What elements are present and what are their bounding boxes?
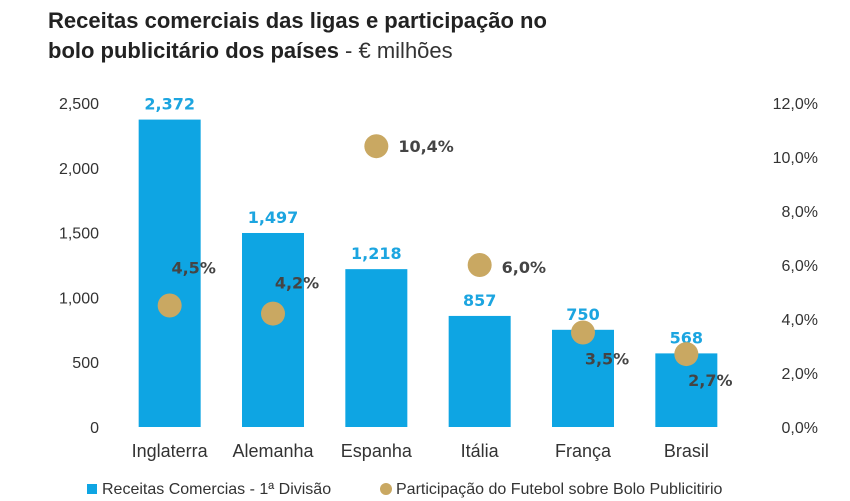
dot-value-label: 6,0% [502, 258, 546, 277]
x-axis: Inglaterra Alemanha Espanha Itália França Bra… [132, 441, 709, 461]
y-right-tick-label: 2,0% [782, 366, 818, 383]
bar [138, 119, 201, 427]
y-right-tick-label: 6,0% [782, 258, 818, 275]
category-label: Alemanha [232, 441, 314, 461]
dot-series: 4,5% 4,2% 10,4% 6,0% 3,5% 2,7% [157, 134, 733, 390]
bar [552, 329, 614, 427]
dot-value-label: 4,2% [275, 274, 319, 293]
dot [364, 134, 389, 159]
bar-value-label: 750 [566, 305, 599, 324]
y-right-tick-label: 12,0% [773, 96, 818, 113]
bar [242, 232, 304, 427]
y-right-tick-label: 8,0% [782, 204, 818, 221]
y-left-axis: 0 500 1,000 1,500 2,000 2,500 [59, 96, 99, 437]
dot [571, 320, 595, 345]
legend-bar-swatch [87, 484, 97, 494]
bar-value-label: 568 [670, 328, 703, 347]
dot [674, 342, 699, 367]
y-right-tick-label: 0,0% [782, 420, 818, 437]
bar [448, 315, 511, 427]
dot-value-label: 2,7% [688, 371, 732, 390]
legend-bar-label: Receitas Comercias - 1ª Divisão [102, 481, 331, 498]
bar-value-label: 2,372 [144, 95, 195, 114]
dot [467, 253, 492, 277]
y-left-tick-label: 500 [72, 355, 99, 372]
y-right-tick-label: 10,0% [773, 150, 818, 167]
y-left-tick-label: 2,000 [59, 161, 99, 178]
category-label: Espanha [341, 441, 413, 461]
bar [345, 269, 408, 427]
dot-value-label: 3,5% [585, 350, 629, 369]
bar-value-label: 1,497 [248, 208, 299, 227]
dot [157, 293, 182, 318]
y-left-tick-label: 1,000 [59, 290, 99, 307]
y-left-tick-label: 2,500 [59, 96, 99, 113]
chart-title: Receitas comerciais das ligas e particip… [48, 6, 547, 66]
category-label: Brasil [664, 441, 709, 461]
legend-dot-label: Participação do Futebol sobre Bolo Publi… [396, 481, 723, 498]
y-left-tick-label: 0 [90, 420, 99, 437]
y-right-axis: 0,0% 2,0% 4,0% 6,0% 8,0% 10,0% 12,0% [773, 96, 818, 437]
category-label: França [555, 441, 612, 461]
title-line-2: bolo publicitário dos países [48, 38, 339, 63]
y-left-tick-label: 1,500 [59, 226, 99, 243]
dot [261, 301, 285, 326]
title-suffix: - € milhões [338, 38, 453, 63]
bar-value-label: 1,218 [351, 244, 402, 263]
dot-value-label: 4,5% [171, 259, 215, 278]
bar-series: 2,372 1,497 1,218 857 750 568 [138, 95, 718, 427]
bar-value-label: 857 [463, 291, 496, 310]
legend: Receitas Comercias - 1ª Divisão Participa… [87, 481, 723, 498]
y-right-tick-label: 4,0% [782, 312, 818, 329]
legend-dot-swatch [380, 483, 392, 495]
dot-value-label: 10,4% [398, 137, 454, 156]
category-label: Itália [461, 441, 500, 461]
title-line-1: Receitas comerciais das ligas e particip… [48, 8, 547, 33]
category-label: Inglaterra [132, 441, 209, 461]
